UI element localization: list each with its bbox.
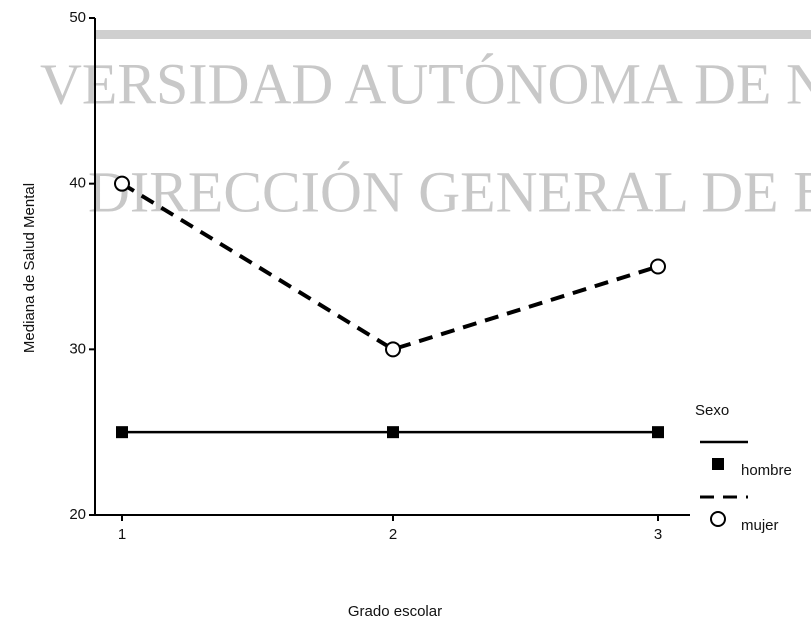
point (650, 258, 666, 275)
point (116, 426, 128, 439)
watermark-bar (95, 30, 811, 39)
x-tick-label: 2 (389, 526, 397, 543)
legend-marker (710, 511, 726, 527)
y-tick-label: 40 (69, 175, 86, 192)
legend-title: Sexo (695, 402, 729, 419)
x-tick-label: 3 (654, 526, 662, 543)
point (114, 175, 130, 192)
point (652, 426, 664, 439)
x-axis-label: Grado escolar (348, 603, 442, 620)
point (387, 426, 399, 439)
watermark-text: VERSIDAD AUTÓNOMA DE NU (40, 51, 811, 116)
series-line (120, 181, 659, 352)
y-tick-label: 20 (69, 506, 86, 523)
x-tick-label: 1 (118, 526, 126, 543)
legend-marker (712, 458, 724, 470)
legend-label: mujer (741, 517, 779, 534)
watermark-text: DIRECCIÓN GENERAL DE BIBLIOT (88, 159, 811, 224)
y-axis-label: Mediana de Salud Mental (21, 183, 38, 353)
y-tick-label: 50 (69, 9, 86, 26)
legend-label: hombre (741, 462, 792, 479)
y-tick-label: 30 (69, 340, 86, 357)
point (385, 341, 401, 358)
